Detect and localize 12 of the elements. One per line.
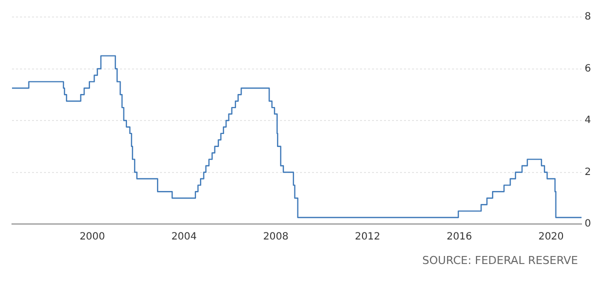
x-tick-label: 2012 (354, 232, 380, 243)
y-tick-label: 0 (584, 218, 592, 230)
x-tick-label: 2004 (171, 232, 197, 243)
y-tick-label: 6 (584, 63, 592, 74)
source-note: SOURCE: FEDERAL RESERVE (421, 254, 579, 267)
x-tick-label: 2016 (446, 232, 472, 243)
y-tick-label: 2 (584, 166, 592, 178)
x-tick-label: 2020 (538, 232, 564, 243)
x-tick-label: 2000 (80, 232, 106, 243)
y-tick-label: 8 (584, 12, 592, 23)
y-tick-label: 4 (584, 115, 592, 126)
x-tick-label: 2008 (263, 232, 289, 243)
